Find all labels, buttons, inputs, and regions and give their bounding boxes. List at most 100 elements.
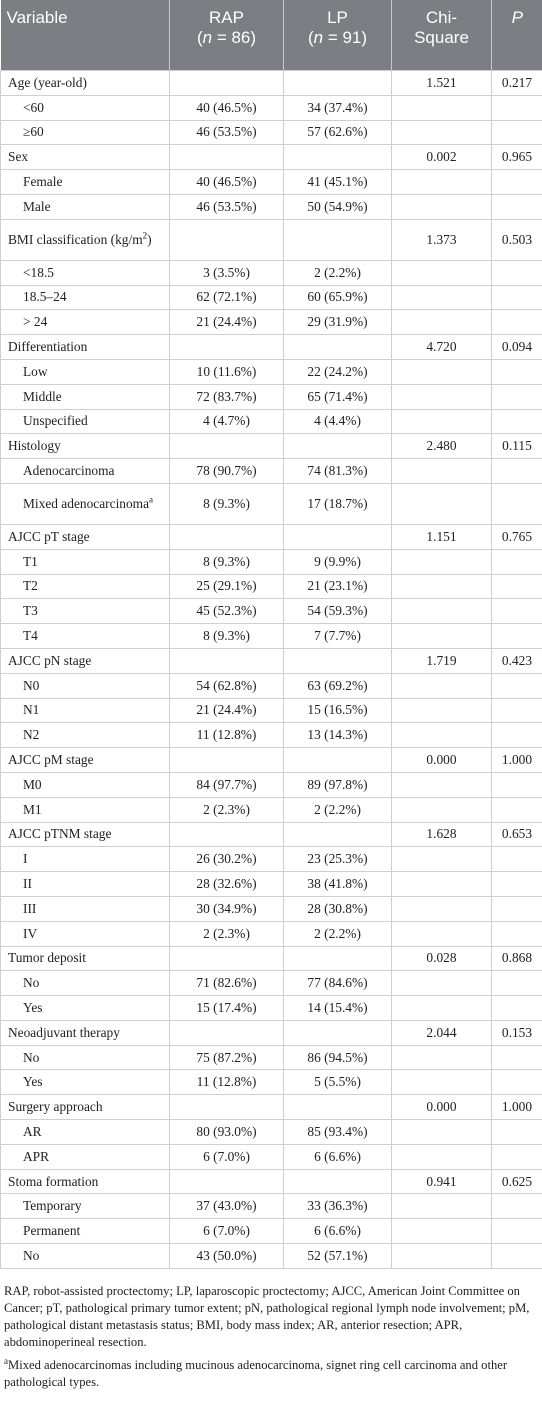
rap-cell: 45 (52.3%) [169,598,284,625]
p-value-cell: 0.115 [491,433,542,460]
abbreviations-note: RAP, robot-assisted proctectomy; LP, lap… [4,1283,530,1349]
p-value-cell: 0.625 [491,1168,542,1195]
table-row: Mixed adenocarcinomaa 8 (9.3%) 17 (18.7%) [0,482,542,525]
rap-cell: 54 (62.8%) [169,672,284,699]
chi-square-cell [391,408,492,435]
chi-square-cell [391,895,492,922]
p-value-cell: 0.217 [491,70,542,96]
table-row: No 43 (50.0%) 52 (57.1%) [0,1243,542,1269]
table-row: Permanent 6 (7.0%) 6 (6.6%) [0,1218,542,1245]
lp-cell: 14 (15.4%) [283,995,392,1021]
header-rap: RAP (n = 86) [169,0,284,71]
rap-cell: 30 (34.9%) [169,895,284,922]
chi-square-cell: 2.480 [391,433,492,460]
table-row: T3 45 (52.3%) 54 (59.3%) [0,598,542,625]
header-p: P [511,8,523,27]
p-value-cell [491,895,542,922]
lp-cell: 60 (65.9%) [283,284,392,311]
rap-cell: 8 (9.3%) [169,623,284,649]
table-row: Low 10 (11.6%) 22 (24.2%) [0,358,542,385]
lp-cell: 52 (57.1%) [283,1243,392,1269]
table-row: Tumor deposit 0.028 0.868 [0,945,542,972]
chi-square-cell [391,1193,492,1220]
header-chi-square: Chi- Square [391,0,492,71]
table-row: Female 40 (46.5%) 41 (45.1%) [0,169,542,195]
p-value-cell [491,193,542,220]
table-row: IV 2 (2.3%) 2 (2.2%) [0,920,542,947]
table-row: Male 46 (53.5%) 50 (54.9%) [0,193,542,220]
chi-square-cell [391,1044,492,1071]
table-row: No 75 (87.2%) 86 (94.5%) [0,1044,542,1071]
chi-square-cell [391,796,492,823]
rap-cell: 10 (11.6%) [169,358,284,385]
rap-cell [169,945,284,972]
rap-cell: 8 (9.3%) [169,548,284,575]
table-row: N1 21 (24.4%) 15 (16.5%) [0,697,542,724]
rap-cell: 21 (24.4%) [169,309,284,336]
chi-square-cell [391,970,492,997]
row-label: No [0,970,170,997]
chi-square-cell [391,383,492,410]
chi-square-cell [391,1069,492,1096]
rap-cell: 62 (72.1%) [169,284,284,311]
row-label: Low [0,358,170,385]
rap-cell: 78 (90.7%) [169,458,284,484]
p-value-cell: 0.423 [491,647,542,674]
table-row: Yes 11 (12.8%) 5 (5.5%) [0,1069,542,1096]
p-value-cell [491,871,542,897]
lp-cell: 65 (71.4%) [283,383,392,410]
table-row: T2 25 (29.1%) 21 (23.1%) [0,573,542,600]
chi-square-cell: 1.521 [391,70,492,96]
row-label: Middle [0,383,170,410]
table-row: M1 2 (2.3%) 2 (2.2%) [0,796,542,823]
chi-square-cell: 0.002 [391,144,492,171]
rap-cell: 28 (32.6%) [169,871,284,897]
row-label: T2 [0,573,170,600]
lp-cell: 15 (16.5%) [283,697,392,724]
row-label: Stoma formation [0,1168,170,1195]
row-label: N0 [0,672,170,699]
chi-square-cell [391,598,492,625]
lp-cell: 33 (36.3%) [283,1193,392,1220]
row-label: Surgery approach [0,1094,170,1121]
p-value-cell [491,1218,542,1245]
chi-square-cell [391,1119,492,1145]
lp-cell [283,433,392,460]
p-value-cell [491,598,542,625]
row-label: Adenocarcinoma [0,458,170,484]
chi-square-cell [391,309,492,336]
table-row: BMI classification (kg/m2) 1.373 0.503 [0,218,542,261]
lp-cell [283,218,392,261]
chi-square-cell [391,623,492,649]
table-row: Unspecified 4 (4.7%) 4 (4.4%) [0,408,542,435]
p-value-cell [491,846,542,873]
p-value-cell: 1.000 [491,1094,542,1121]
row-label: Female [0,169,170,195]
chi-square-cell [391,871,492,897]
row-label: AR [0,1119,170,1145]
table-row: Adenocarcinoma 78 (90.7%) 74 (81.3%) [0,458,542,484]
lp-cell: 22 (24.2%) [283,358,392,385]
chi-square-cell [391,1143,492,1170]
table-row: N2 11 (12.8%) 13 (14.3%) [0,722,542,749]
row-label: Yes [0,1069,170,1096]
row-label: <18.5 [0,259,170,286]
chi-square-cell: 4.720 [391,334,492,360]
chi-square-cell [391,259,492,286]
lp-cell [283,1019,392,1046]
row-label: T3 [0,598,170,625]
p-value-cell [491,119,542,146]
rap-cell: 11 (12.8%) [169,1069,284,1096]
lp-cell: 86 (94.5%) [283,1044,392,1071]
lp-cell: 6 (6.6%) [283,1218,392,1245]
row-label: AJCC pTNM stage [0,821,170,848]
rap-cell: 15 (17.4%) [169,995,284,1021]
lp-cell [283,70,392,96]
rap-cell [169,1019,284,1046]
p-value-cell: 0.653 [491,821,542,848]
rap-cell: 84 (97.7%) [169,771,284,798]
chi-square-cell [391,697,492,724]
rap-cell: 37 (43.0%) [169,1193,284,1220]
header-variable: Variable [0,0,170,71]
row-label: Sex [0,144,170,171]
